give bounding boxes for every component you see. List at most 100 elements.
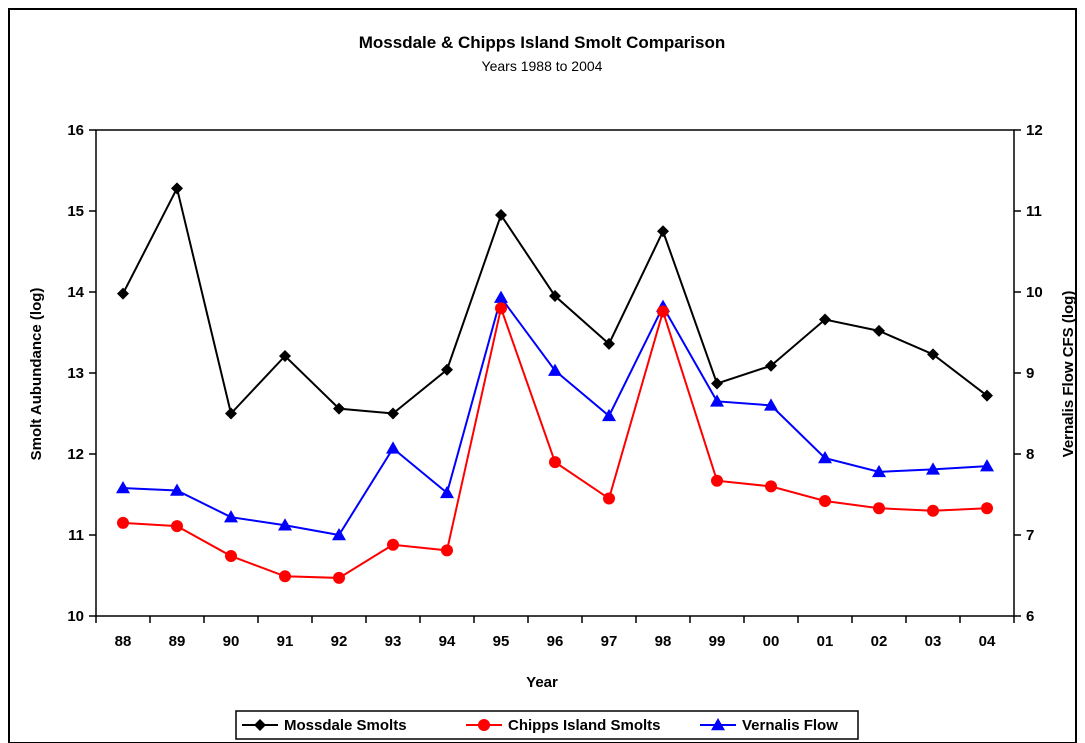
data-point	[333, 571, 345, 584]
series-layer	[116, 182, 994, 584]
y2-tick-label: 6	[1026, 608, 1034, 625]
y-tick-label: 13	[67, 365, 84, 382]
y-tick-label: 16	[67, 122, 84, 139]
legend: Mossdale Smolts Chipps Island Smolts Verna…	[235, 710, 859, 740]
data-point	[819, 494, 831, 507]
data-point	[441, 363, 453, 376]
data-point	[710, 394, 724, 407]
data-point	[657, 305, 669, 318]
data-point	[980, 459, 994, 472]
y-tick-label: 10	[67, 608, 84, 625]
x-axis-label: Year	[526, 674, 558, 691]
x-tick-label: 01	[817, 633, 834, 650]
x-tick-label: 89	[169, 633, 186, 650]
data-point	[495, 209, 507, 222]
data-point	[170, 483, 184, 496]
y2-tick-label: 10	[1026, 284, 1043, 301]
data-point	[711, 474, 723, 487]
data-point	[548, 363, 562, 376]
data-point	[926, 462, 940, 475]
data-point	[494, 290, 508, 303]
data-point	[873, 324, 885, 337]
series-chipps-island-smolts	[117, 302, 993, 584]
chart-subtitle: Years 1988 to 2004	[482, 58, 603, 74]
data-point	[386, 441, 400, 454]
y-tick-label: 12	[67, 446, 84, 463]
data-point	[225, 550, 237, 563]
data-point	[927, 504, 939, 517]
data-point	[225, 407, 237, 420]
data-point	[765, 480, 777, 493]
data-point	[440, 485, 454, 499]
legend-label: Mossdale Smolts	[284, 717, 407, 734]
data-point	[602, 408, 616, 422]
data-point	[765, 359, 777, 372]
data-point	[927, 348, 939, 361]
data-point	[278, 518, 292, 531]
data-point	[279, 349, 291, 362]
y2-tick-label: 7	[1026, 527, 1034, 544]
legend-swatch-marker	[711, 718, 725, 731]
chart-title: Mossdale & Chipps Island Smolt Compariso…	[359, 33, 726, 52]
data-point	[657, 225, 669, 238]
x-tick-label: 97	[601, 633, 618, 650]
data-point	[981, 502, 993, 515]
data-point	[171, 520, 183, 533]
x-tick-label: 90	[223, 633, 240, 650]
data-point	[387, 407, 399, 420]
data-point	[603, 337, 615, 350]
y2-tick-label: 8	[1026, 446, 1034, 463]
x-tick-label: 93	[385, 633, 402, 650]
data-point	[549, 456, 561, 469]
x-tick-label: 03	[925, 633, 942, 650]
y-tick-label: 15	[67, 203, 84, 220]
data-point	[117, 287, 129, 300]
y2-tick-label: 9	[1026, 365, 1034, 382]
data-point	[116, 481, 130, 494]
chart-border	[8, 8, 1077, 743]
y2-tick-label: 11	[1026, 203, 1042, 220]
x-tick-label: 98	[655, 633, 672, 650]
y2-tick-label: 12	[1026, 122, 1043, 139]
data-point	[333, 402, 345, 415]
legend-item: Chipps Island Smolts	[466, 717, 661, 734]
legend-swatch-marker	[478, 719, 490, 731]
data-point	[603, 492, 615, 505]
x-tick-label: 91	[277, 633, 294, 650]
y-tick-label: 14	[67, 284, 84, 301]
x-tick-label: 92	[331, 633, 348, 650]
data-point	[171, 182, 183, 195]
x-tick-label: 04	[979, 633, 996, 650]
data-point	[332, 528, 346, 541]
data-point	[819, 313, 831, 326]
x-tick-label: 00	[763, 633, 780, 650]
data-point	[279, 570, 291, 583]
legend-item: Vernalis Flow	[700, 717, 838, 734]
x-tick-label: 96	[547, 633, 564, 650]
data-point	[981, 389, 993, 402]
data-point	[818, 451, 832, 464]
data-point	[872, 464, 886, 478]
y-tick-label: 11	[68, 527, 84, 544]
data-point	[117, 516, 129, 529]
y-axis-label: Smolt Aubundance (log)	[28, 288, 45, 461]
data-point	[764, 398, 778, 411]
legend-box	[235, 710, 859, 740]
x-tick-label: 88	[115, 633, 132, 650]
y2-axis-label: Vernalis Flow CFS (log)	[1060, 291, 1077, 458]
legend-swatch-marker	[254, 719, 266, 731]
x-tick-label: 02	[871, 633, 888, 650]
data-point	[387, 538, 399, 551]
legend-label: Vernalis Flow	[742, 717, 838, 734]
data-point	[495, 302, 507, 315]
legend-label: Chipps Island Smolts	[508, 717, 661, 734]
x-tick-label: 99	[709, 633, 726, 650]
data-point	[549, 290, 561, 303]
data-point	[441, 544, 453, 557]
data-point	[224, 510, 238, 523]
data-point	[873, 502, 885, 515]
data-point	[711, 377, 723, 390]
